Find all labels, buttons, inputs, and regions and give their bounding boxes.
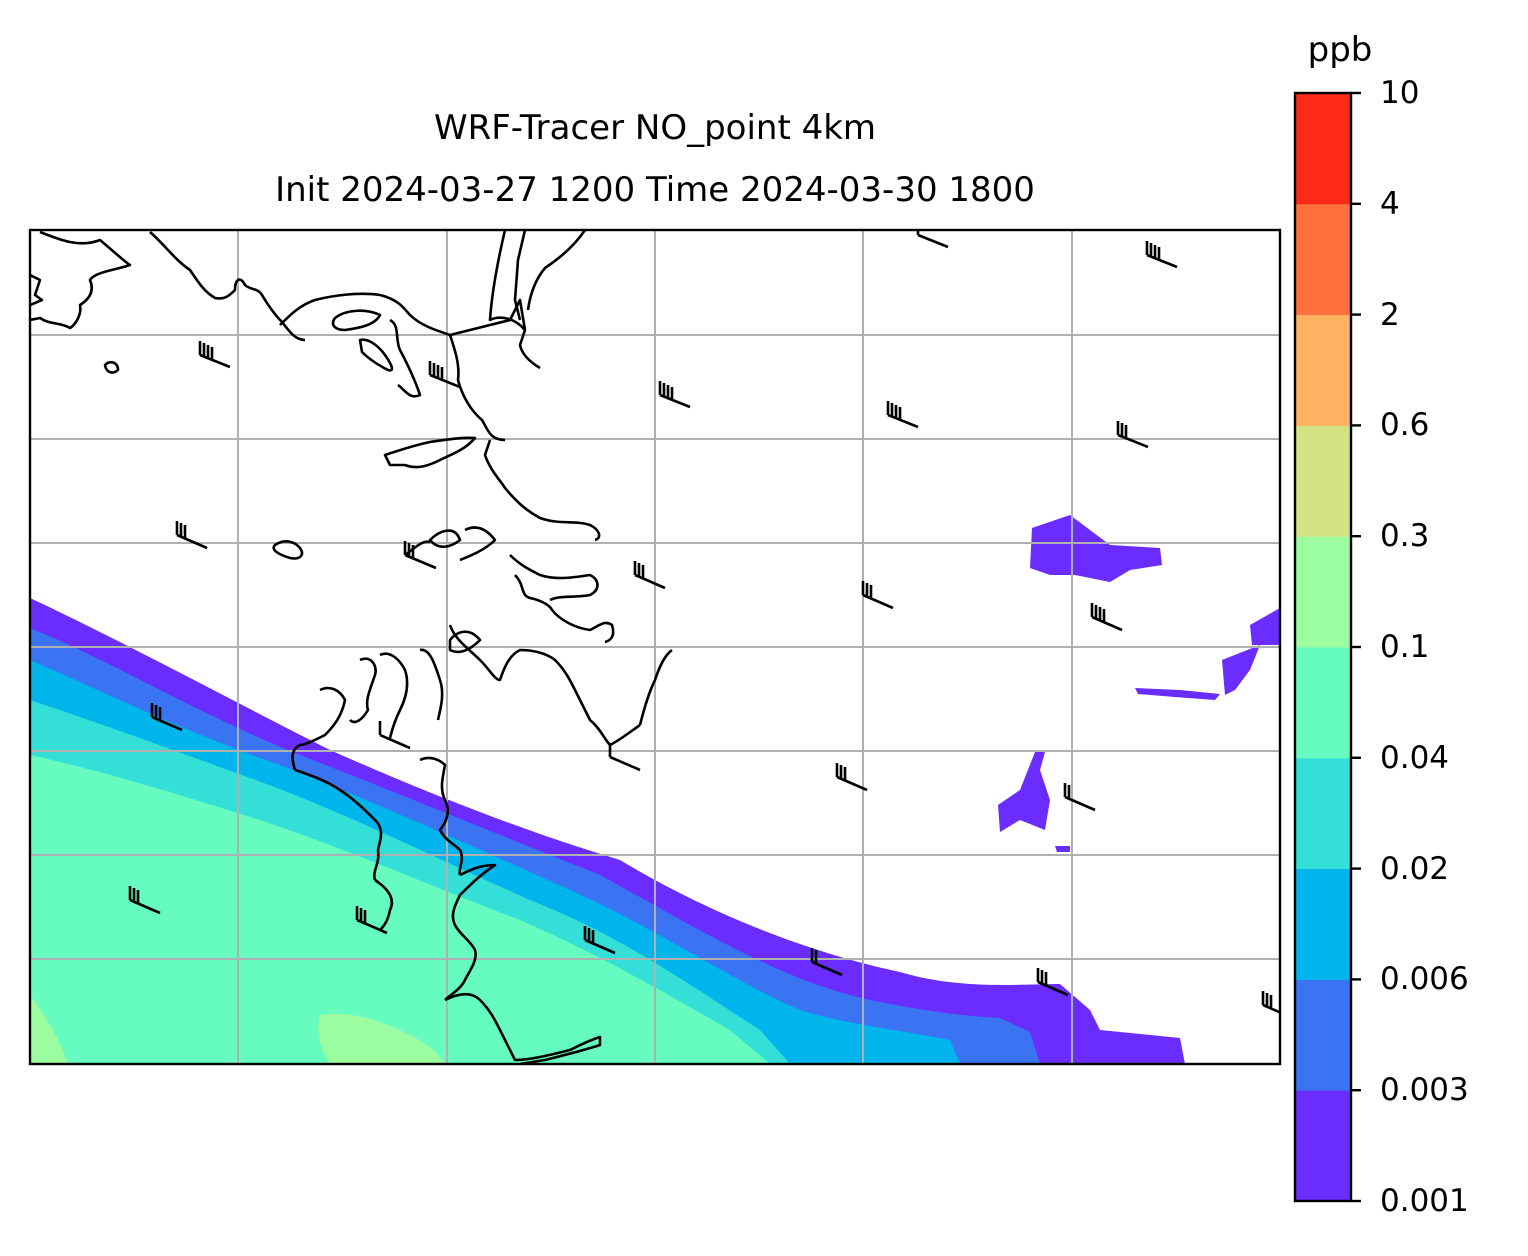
colorbar-tick-label: 0.001 <box>1380 1183 1469 1219</box>
colorbar-tick-label: 10 <box>1380 75 1420 111</box>
colorbar-segment <box>1295 93 1351 205</box>
concentration-field <box>30 515 1280 1064</box>
contour-band-0.04 <box>30 755 770 1064</box>
map-frame <box>28 228 1282 1066</box>
wind-barb <box>175 521 208 550</box>
wind-barb <box>1063 783 1096 812</box>
colorbar-segment <box>1295 425 1351 537</box>
contour-band-0.1 <box>30 995 445 1064</box>
wind-barb <box>355 906 388 935</box>
wind-barb <box>835 763 868 792</box>
wind-barb <box>128 886 161 915</box>
wind-barb <box>428 361 461 389</box>
wind-barb <box>608 743 641 772</box>
coastlines <box>30 230 673 1064</box>
colorbar-tick-label: 0.02 <box>1380 850 1450 887</box>
colorbar-segment <box>1295 757 1351 870</box>
wind-barb <box>916 230 949 249</box>
map-subtitle: Init 2024-03-27 1200 Time 2024-03-30 180… <box>275 170 1035 210</box>
wind-barb <box>886 401 919 429</box>
colorbar-segment <box>1295 1090 1351 1202</box>
wind-barb <box>1261 991 1280 1014</box>
colorbar-tick-label: 2 <box>1380 296 1400 333</box>
colorbar-segment <box>1295 314 1351 426</box>
colorbar-tick-label: 0.04 <box>1380 739 1450 776</box>
wind-barb <box>198 341 231 369</box>
wind-barb <box>1036 968 1069 997</box>
contour-patch-east-5 <box>998 752 1050 832</box>
map-title: WRF-Tracer NO_point 4km <box>433 108 877 148</box>
colorbar-tick-label: 0.3 <box>1380 518 1430 555</box>
contour-patch-east-4 <box>1135 688 1220 700</box>
colorbar-segment <box>1295 868 1351 980</box>
colorbar-tick-label: 4 <box>1380 185 1400 222</box>
wind-barb <box>583 926 616 955</box>
contour-patch-east-1 <box>1030 515 1162 582</box>
contour-patch-east-3 <box>1222 645 1260 695</box>
colorbar-segment <box>1295 536 1351 648</box>
wind-barb <box>403 541 437 570</box>
colorbar-segment <box>1295 203 1351 316</box>
contour-patch-east-6 <box>1055 846 1070 852</box>
wind-barb <box>810 948 843 977</box>
colorbar-unit-label: ppb <box>1307 30 1373 70</box>
grid-lines <box>30 230 1280 1064</box>
wind-barb <box>1145 241 1178 269</box>
contour-patch-east-2 <box>1250 608 1280 645</box>
wind-barb <box>658 381 691 409</box>
wind-barb <box>378 721 411 750</box>
colorbar-tick-label: 0.006 <box>1380 961 1469 998</box>
colorbar <box>1293 91 1361 1203</box>
wind-barb <box>633 561 666 590</box>
wind-barb <box>150 703 183 732</box>
wind-barbs <box>128 230 1280 1014</box>
wind-barb <box>1116 421 1149 449</box>
map-plot <box>30 230 1280 1064</box>
colorbar-tick-label: 0.1 <box>1380 629 1430 665</box>
colorbar-segment <box>1295 979 1351 1091</box>
colorbar-tick-label: 0.6 <box>1380 407 1430 444</box>
colorbar-tick-label: 0.003 <box>1380 1072 1469 1109</box>
wind-barb <box>1090 603 1123 632</box>
colorbar-segment <box>1295 647 1351 759</box>
wind-barb <box>861 581 894 610</box>
